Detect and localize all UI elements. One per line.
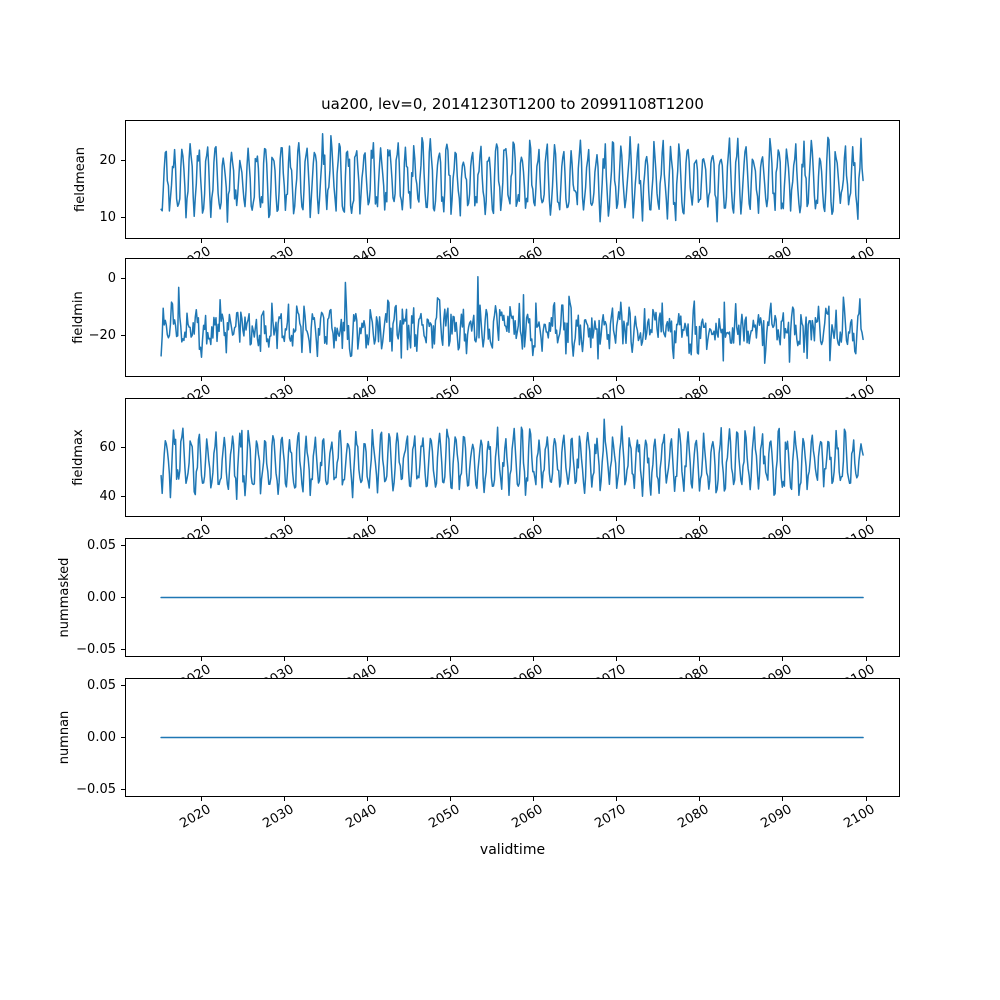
x-tick-mark [450,517,452,521]
subplot-numnan: numnan −0.05 0.00 0.05 2020 2030 2040 2050 2060… [0,678,1000,832]
x-tick-mark [533,377,535,381]
x-tick-mark [450,239,452,243]
y-tick-label: 0.05 [87,678,116,694]
plot-area-fieldmean [125,120,900,239]
y-tick-mark [121,160,125,162]
x-tick-label: 2040 [343,802,380,832]
x-tick-mark [284,239,286,243]
x-tick-mark [367,239,369,243]
x-tick-mark [865,239,867,243]
x-tick-mark [699,239,701,243]
y-tick-mark [121,217,125,219]
line-series-fieldmean [160,133,864,223]
y-tick-label: 0.00 [87,730,116,745]
y-tick-label: 60 [99,440,116,456]
y-tick-label: 40 [99,488,116,504]
y-tick-mark [121,447,125,449]
y-tick-label: 10 [99,210,116,226]
x-tick-label: 2100 [841,802,878,832]
x-tick-mark [201,797,203,801]
y-tick-mark [121,597,125,598]
y-tick-label: −0.05 [76,641,116,657]
x-tick-label: 2030 [260,802,297,832]
x-tick-mark [699,377,701,381]
x-tick-mark [616,797,618,801]
x-tick-label: 2080 [675,802,712,832]
y-tick-mark [121,737,125,738]
x-tick-mark [450,797,452,801]
y-tick-label: −20 [88,328,116,344]
x-tick-mark [367,377,369,381]
y-tick-label: 0.05 [87,538,116,554]
x-tick-mark [782,377,784,381]
x-tick-mark [533,517,535,521]
x-tick-mark [284,517,286,521]
x-tick-mark [782,239,784,243]
x-tick-mark [367,657,369,661]
x-tick-label: 2060 [509,802,546,832]
x-tick-mark [782,657,784,661]
y-tick-mark [121,788,125,790]
x-tick-mark [284,377,286,381]
plot-area-nummasked [125,538,900,657]
x-tick-mark [201,239,203,243]
subplot-fieldmax: fieldmax 40 60 2020 2030 2040 2050 2060 2070 208… [0,398,1000,552]
x-tick-mark [865,517,867,521]
y-tick-label: 0 [107,270,116,286]
x-tick-mark [284,657,286,661]
subplot-nummasked: nummasked −0.05 0.00 0.05 2020 2030 2040 2050 2… [0,538,1000,692]
x-tick-mark [865,797,867,801]
y-tick-mark [121,495,125,497]
line-series-fieldmax [160,418,864,501]
x-tick-label: 2070 [592,802,629,832]
x-tick-mark [616,239,618,243]
x-tick-mark [201,517,203,521]
series-line [160,275,864,364]
plot-area-fieldmax [125,398,900,517]
x-tick-mark [699,517,701,521]
y-tick-label: 20 [99,153,116,169]
line-series-numnan [160,736,864,739]
x-tick-label: 2020 [177,802,214,832]
x-tick-mark [367,517,369,521]
x-tick-mark [201,657,203,661]
y-tick-label: 0.00 [87,590,116,605]
x-tick-mark [616,657,618,661]
x-tick-mark [533,239,535,243]
x-tick-mark [367,797,369,801]
y-tick-mark [121,685,125,687]
x-tick-mark [782,797,784,801]
subplot-fieldmin: fieldmin −20 0 2020 2030 2040 2050 2060 2070 208… [0,258,1000,412]
x-tick-mark [865,377,867,381]
x-tick-mark [699,657,701,661]
x-tick-mark [450,657,452,661]
x-axis-label: validtime [479,842,546,858]
y-tick-label: −0.05 [76,781,116,797]
y-tick-mark [121,277,125,279]
x-tick-mark [782,517,784,521]
x-tick-mark [201,377,203,381]
y-tick-mark [121,648,125,650]
line-series-fieldmin [160,275,864,364]
x-tick-mark [533,797,535,801]
figure-title: ua200, lev=0, 20141230T1200 to 20991108T… [321,95,704,113]
x-tick-label: 2090 [758,802,795,832]
x-tick-mark [450,377,452,381]
plot-area-numnan [125,678,900,797]
series-line [160,418,864,501]
line-series-nummasked [160,596,864,599]
series-line [160,133,864,223]
x-tick-label: 2050 [426,802,463,832]
x-tick-mark [616,517,618,521]
y-tick-mark [121,335,125,337]
subplot-fieldmean: fieldmean 102020202030204020502060207020… [0,120,1000,274]
y-tick-mark [121,545,125,547]
x-tick-mark [616,377,618,381]
plot-area-fieldmin [125,258,900,377]
x-tick-mark [699,797,701,801]
x-tick-mark [284,797,286,801]
x-tick-mark [865,657,867,661]
x-tick-mark [533,657,535,661]
